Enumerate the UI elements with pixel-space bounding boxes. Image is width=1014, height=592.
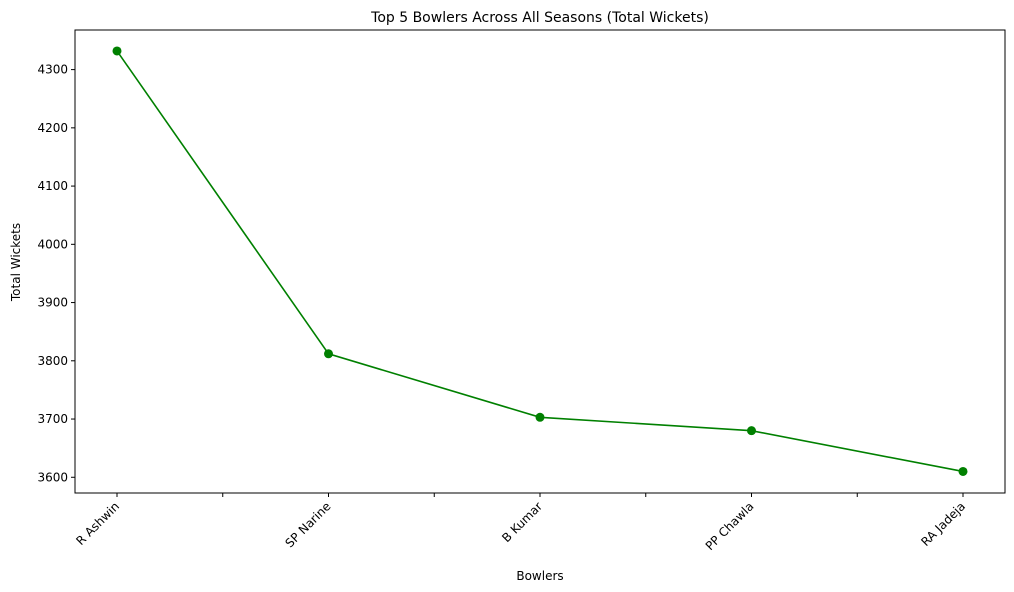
x-tick-label: SP Narine xyxy=(283,499,334,550)
x-axis-label: Bowlers xyxy=(516,569,563,583)
data-point xyxy=(324,349,333,359)
data-point xyxy=(112,46,122,56)
y-tick-label: 4200 xyxy=(37,121,68,135)
data-point xyxy=(958,466,968,476)
y-tick-label: 3900 xyxy=(37,296,68,310)
x-tick-label: RA Jadeja xyxy=(918,499,968,549)
series-line xyxy=(116,50,964,473)
data-point xyxy=(535,412,545,422)
x-tick-label: B Kumar xyxy=(499,499,545,545)
data-point xyxy=(747,426,756,436)
y-tick-label: 3800 xyxy=(37,354,68,368)
x-axis: R Ashwin SP Narine B Kumar PP Chawla RA Jade… xyxy=(73,493,968,553)
y-tick-label: 4300 xyxy=(37,63,68,77)
y-tick-label: 3700 xyxy=(37,412,68,426)
y-axis: 3600 3700 3800 3900 4000 4100 4200 4300 xyxy=(37,63,75,484)
x-tick-label: PP Chawla xyxy=(703,499,757,553)
y-tick-label: 4100 xyxy=(37,179,68,193)
plot-area-frame xyxy=(74,29,1006,494)
series-layer xyxy=(112,46,968,476)
y-tick-label: 4000 xyxy=(37,237,68,251)
y-tick-label: 3600 xyxy=(37,470,68,484)
x-tick-label: R Ashwin xyxy=(73,499,122,548)
chart-title: Top 5 Bowlers Across All Seasons (Total … xyxy=(370,10,709,26)
y-axis-label: Total Wickets xyxy=(9,223,23,302)
